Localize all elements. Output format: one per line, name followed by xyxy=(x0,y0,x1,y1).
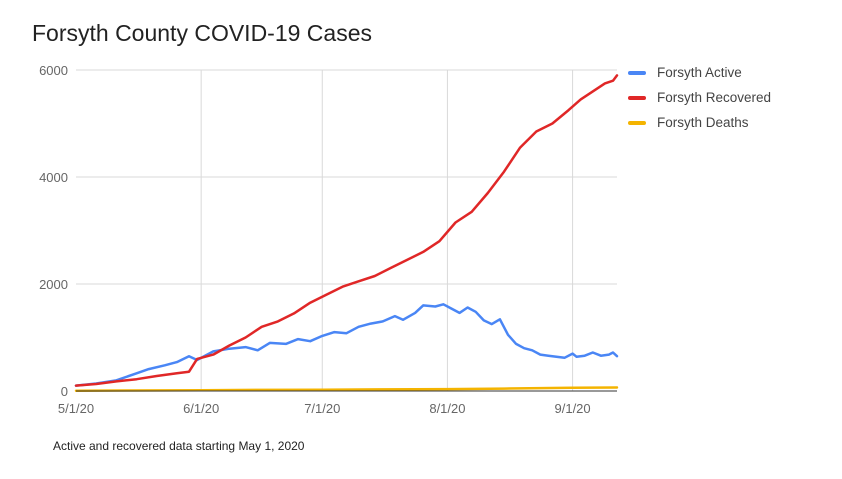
legend-label: Forsyth Recovered xyxy=(657,90,772,105)
legend-item-forsyth-deaths: Forsyth Deaths xyxy=(628,110,828,135)
series-line-forsyth-deaths xyxy=(74,386,619,392)
y-tick-label: 6000 xyxy=(39,63,68,78)
legend: Forsyth Active Forsyth Recovered Forsyth D… xyxy=(628,60,828,135)
chart-title: Forsyth County COVID-19 Cases xyxy=(32,20,373,46)
grid-layer xyxy=(76,69,617,391)
series-layer xyxy=(74,74,619,392)
axis-layer: 0 2000 4000 6000 5/1/20 6/1/20 7/1/20 8/1/20 9/1… xyxy=(39,63,617,416)
x-tick-label: 5/1/20 xyxy=(58,401,94,416)
legend-swatch xyxy=(628,95,646,100)
y-tick-label: 4000 xyxy=(39,170,68,185)
series-line-forsyth-active xyxy=(74,303,619,387)
legend-label: Forsyth Deaths xyxy=(657,115,749,130)
x-tick-label: 8/1/20 xyxy=(429,401,465,416)
x-tick-label: 7/1/20 xyxy=(304,401,340,416)
y-tick-label: 2000 xyxy=(39,277,68,292)
y-tick-label: 0 xyxy=(61,384,68,399)
x-tick-label: 9/1/20 xyxy=(555,401,591,416)
legend-item-forsyth-active: Forsyth Active xyxy=(628,60,828,85)
x-tick-label: 6/1/20 xyxy=(183,401,219,416)
legend-item-forsyth-recovered: Forsyth Recovered xyxy=(628,85,828,110)
legend-swatch xyxy=(628,70,646,75)
legend-label: Forsyth Active xyxy=(657,65,742,80)
legend-swatch xyxy=(628,120,646,125)
series-line-forsyth-recovered xyxy=(74,74,619,387)
footnote: Active and recovered data starting May 1… xyxy=(53,439,305,453)
